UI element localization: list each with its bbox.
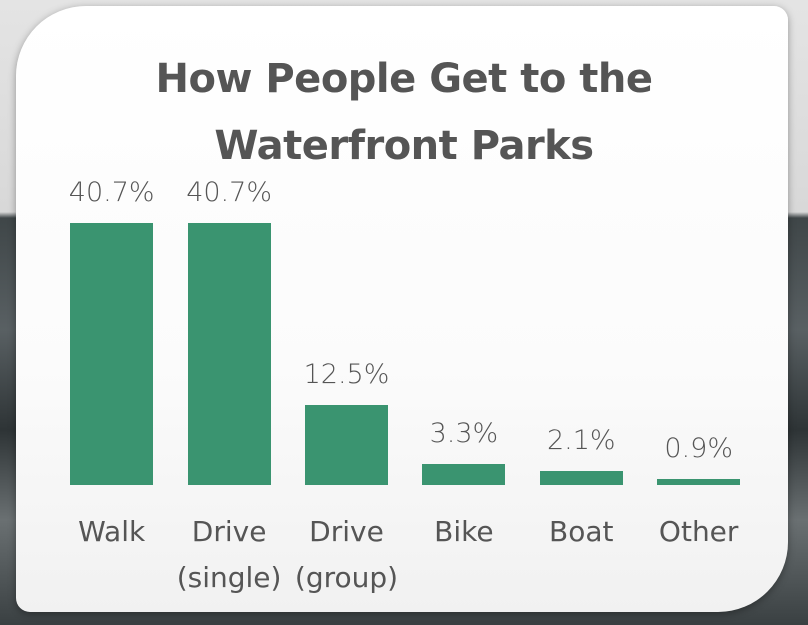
bar bbox=[187, 223, 271, 485]
x-tick-label: Drive (single) bbox=[176, 515, 282, 594]
bar bbox=[70, 223, 154, 485]
bar bbox=[539, 471, 623, 485]
bar bbox=[657, 479, 741, 485]
x-tick-label: Boat bbox=[549, 515, 614, 548]
chart-title: How People Get to the Waterfront Parks bbox=[155, 56, 653, 169]
x-tick-label: Drive (group) bbox=[294, 515, 399, 594]
x-tick-label: Walk bbox=[78, 515, 146, 548]
x-tick-label: Other bbox=[658, 515, 739, 548]
bar bbox=[305, 404, 388, 485]
value-label: 40.7% bbox=[68, 177, 155, 208]
value-label: 12.5% bbox=[303, 358, 390, 390]
value-label: 0.9% bbox=[664, 433, 733, 465]
bar bbox=[422, 463, 506, 485]
value-label: 3.3% bbox=[429, 417, 499, 449]
value-label: 2.1% bbox=[546, 425, 616, 457]
value-label: 40.7% bbox=[186, 177, 272, 208]
x-tick-label: Bike bbox=[434, 515, 494, 548]
